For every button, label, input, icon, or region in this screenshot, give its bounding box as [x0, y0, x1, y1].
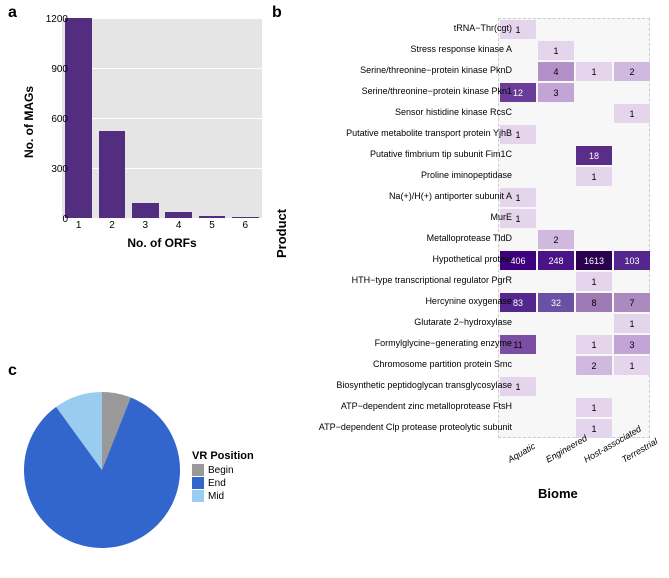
bar	[65, 18, 92, 218]
heatmap-ylabel: MurE	[490, 207, 512, 228]
legend-swatch	[192, 490, 204, 502]
heatmap-cell: 1613	[576, 251, 612, 270]
bar	[165, 212, 192, 218]
heatmap-cell: 8	[576, 293, 612, 312]
panel-b-heatmap: b 11412123111811124062481613103183328711…	[278, 8, 668, 508]
heatmap-ylabel: Na(+)/H(+) antiporter subunit A	[389, 186, 512, 207]
gridline	[62, 118, 262, 119]
heatmap-ylabel: Hercynine oxygenase	[425, 291, 512, 312]
heatmap-ylabel: Hypothetical protein	[432, 249, 512, 270]
heatmap-ylabel: Biosynthetic peptidoglycan transglycosyl…	[336, 375, 512, 396]
heatmap-row	[499, 271, 649, 292]
panel-a-barchart: a No. of MAGs No. of ORFs 03006009001200…	[12, 8, 272, 258]
heatmap-cell: 1	[576, 62, 612, 81]
legend-title: VR Position	[192, 450, 254, 462]
gridline	[62, 168, 262, 169]
bar-ytick: 300	[38, 164, 68, 175]
panel-a-label: a	[8, 4, 17, 22]
bar-xtick: 6	[235, 220, 255, 231]
heatmap-cell: 18	[576, 146, 612, 165]
heatmap-cell: 1	[614, 104, 650, 123]
heatmap-cell: 1	[576, 167, 612, 186]
bar-xtick: 5	[202, 220, 222, 231]
heatmap-cell: 248	[538, 251, 574, 270]
panel-c-pie: c VR Position BeginEndMid	[12, 380, 272, 570]
panel-b-label: b	[272, 4, 282, 22]
bar-xtick: 3	[135, 220, 155, 231]
legend-swatch	[192, 464, 204, 476]
heatmap-ylabel: Sensor histidine kinase RcsC	[395, 102, 512, 123]
heatmap-ylabel: ATP−dependent Clp protease proteolytic s…	[319, 417, 512, 438]
bar-ylabel: No. of MAGs	[22, 86, 36, 158]
bar	[232, 217, 259, 218]
bar-xtick: 1	[69, 220, 89, 231]
heatmap-row	[499, 40, 649, 61]
heatmap-row	[499, 166, 649, 187]
heatmap-cell: 103	[614, 251, 650, 270]
gridline	[62, 18, 262, 19]
legend-item: End	[192, 477, 254, 489]
bar-ytick: 600	[38, 114, 68, 125]
heatmap-cell: 1	[614, 314, 650, 333]
heatmap-row	[499, 229, 649, 250]
bar	[199, 216, 226, 218]
heatmap-ylabel: tRNA−Thr(cgt)	[454, 18, 512, 39]
heatmap-ylabel: HTH−type transcriptional regulator PgrR	[352, 270, 512, 291]
heatmap-cell: 2	[614, 62, 650, 81]
heatmap-cell: 32	[538, 293, 574, 312]
heatmap-xlabel: Aquatic	[506, 441, 537, 465]
bar-plot-area	[62, 18, 262, 218]
heatmap-cell: 4	[538, 62, 574, 81]
heatmap-cell: 2	[576, 356, 612, 375]
legend-label: End	[208, 478, 226, 489]
bar-xtick: 4	[169, 220, 189, 231]
bar-xlabel: No. of ORFs	[62, 236, 262, 250]
heatmap-xlabel: Biome	[538, 486, 578, 501]
heatmap-cell: 1	[576, 398, 612, 417]
heatmap-cell: 1	[576, 272, 612, 291]
legend-item: Mid	[192, 490, 254, 502]
heatmap-row	[499, 397, 649, 418]
panel-c-label: c	[8, 362, 17, 380]
heatmap-ylabel: Serine/threonine−protein kinase PknD	[360, 60, 512, 81]
pie-legend: VR Position Begin End Mid	[192, 450, 254, 503]
heatmap-cell: 7	[614, 293, 650, 312]
heatmap-ylabel: Formylglycine−generating enzyme	[375, 333, 512, 354]
bar-ytick: 0	[38, 214, 68, 225]
bar-ytick: 1200	[38, 14, 68, 25]
bar-xtick: 2	[102, 220, 122, 231]
legend-label: Mid	[208, 491, 224, 502]
gridline	[62, 68, 262, 69]
bar	[99, 131, 126, 219]
heatmap-ylabel: Glutarate 2−hydroxylase	[414, 312, 512, 333]
heatmap-cell: 2	[538, 230, 574, 249]
heatmap-ylabel: Putative metabolite transport protein Yj…	[346, 123, 512, 144]
bar-ytick: 900	[38, 64, 68, 75]
heatmap-cell: 1	[538, 41, 574, 60]
heatmap-ylabel: Putative fimbrium tip subunit Fim1C	[370, 144, 512, 165]
gridline	[62, 218, 262, 219]
heatmap-row	[499, 145, 649, 166]
heatmap-ylabel: Stress response kinase A	[410, 39, 512, 60]
heatmap-cell: 1	[614, 356, 650, 375]
heatmap-cell: 3	[538, 83, 574, 102]
bar	[132, 203, 159, 218]
heatmap-ylabel: Metalloprotease TldD	[427, 228, 512, 249]
heatmap-grid: 1141212311181112406248161310318332871111…	[498, 18, 650, 438]
heatmap-ylabel: Serine/threonine−protein kinase Pkn1	[362, 81, 512, 102]
legend-swatch	[192, 477, 204, 489]
heatmap-cell: 3	[614, 335, 650, 354]
heatmap-cell: 1	[576, 335, 612, 354]
heatmap-ylabel: Proline iminopeptidase	[421, 165, 512, 186]
legend-label: Begin	[208, 465, 234, 476]
heatmap-ylabel: Chromosome partition protein Smc	[373, 354, 512, 375]
heatmap-ylabel: ATP−dependent zinc metalloprotease FtsH	[341, 396, 512, 417]
pie-svg	[22, 390, 182, 550]
heatmap-ylabel: Product	[274, 209, 289, 258]
legend-item: Begin	[192, 464, 254, 476]
